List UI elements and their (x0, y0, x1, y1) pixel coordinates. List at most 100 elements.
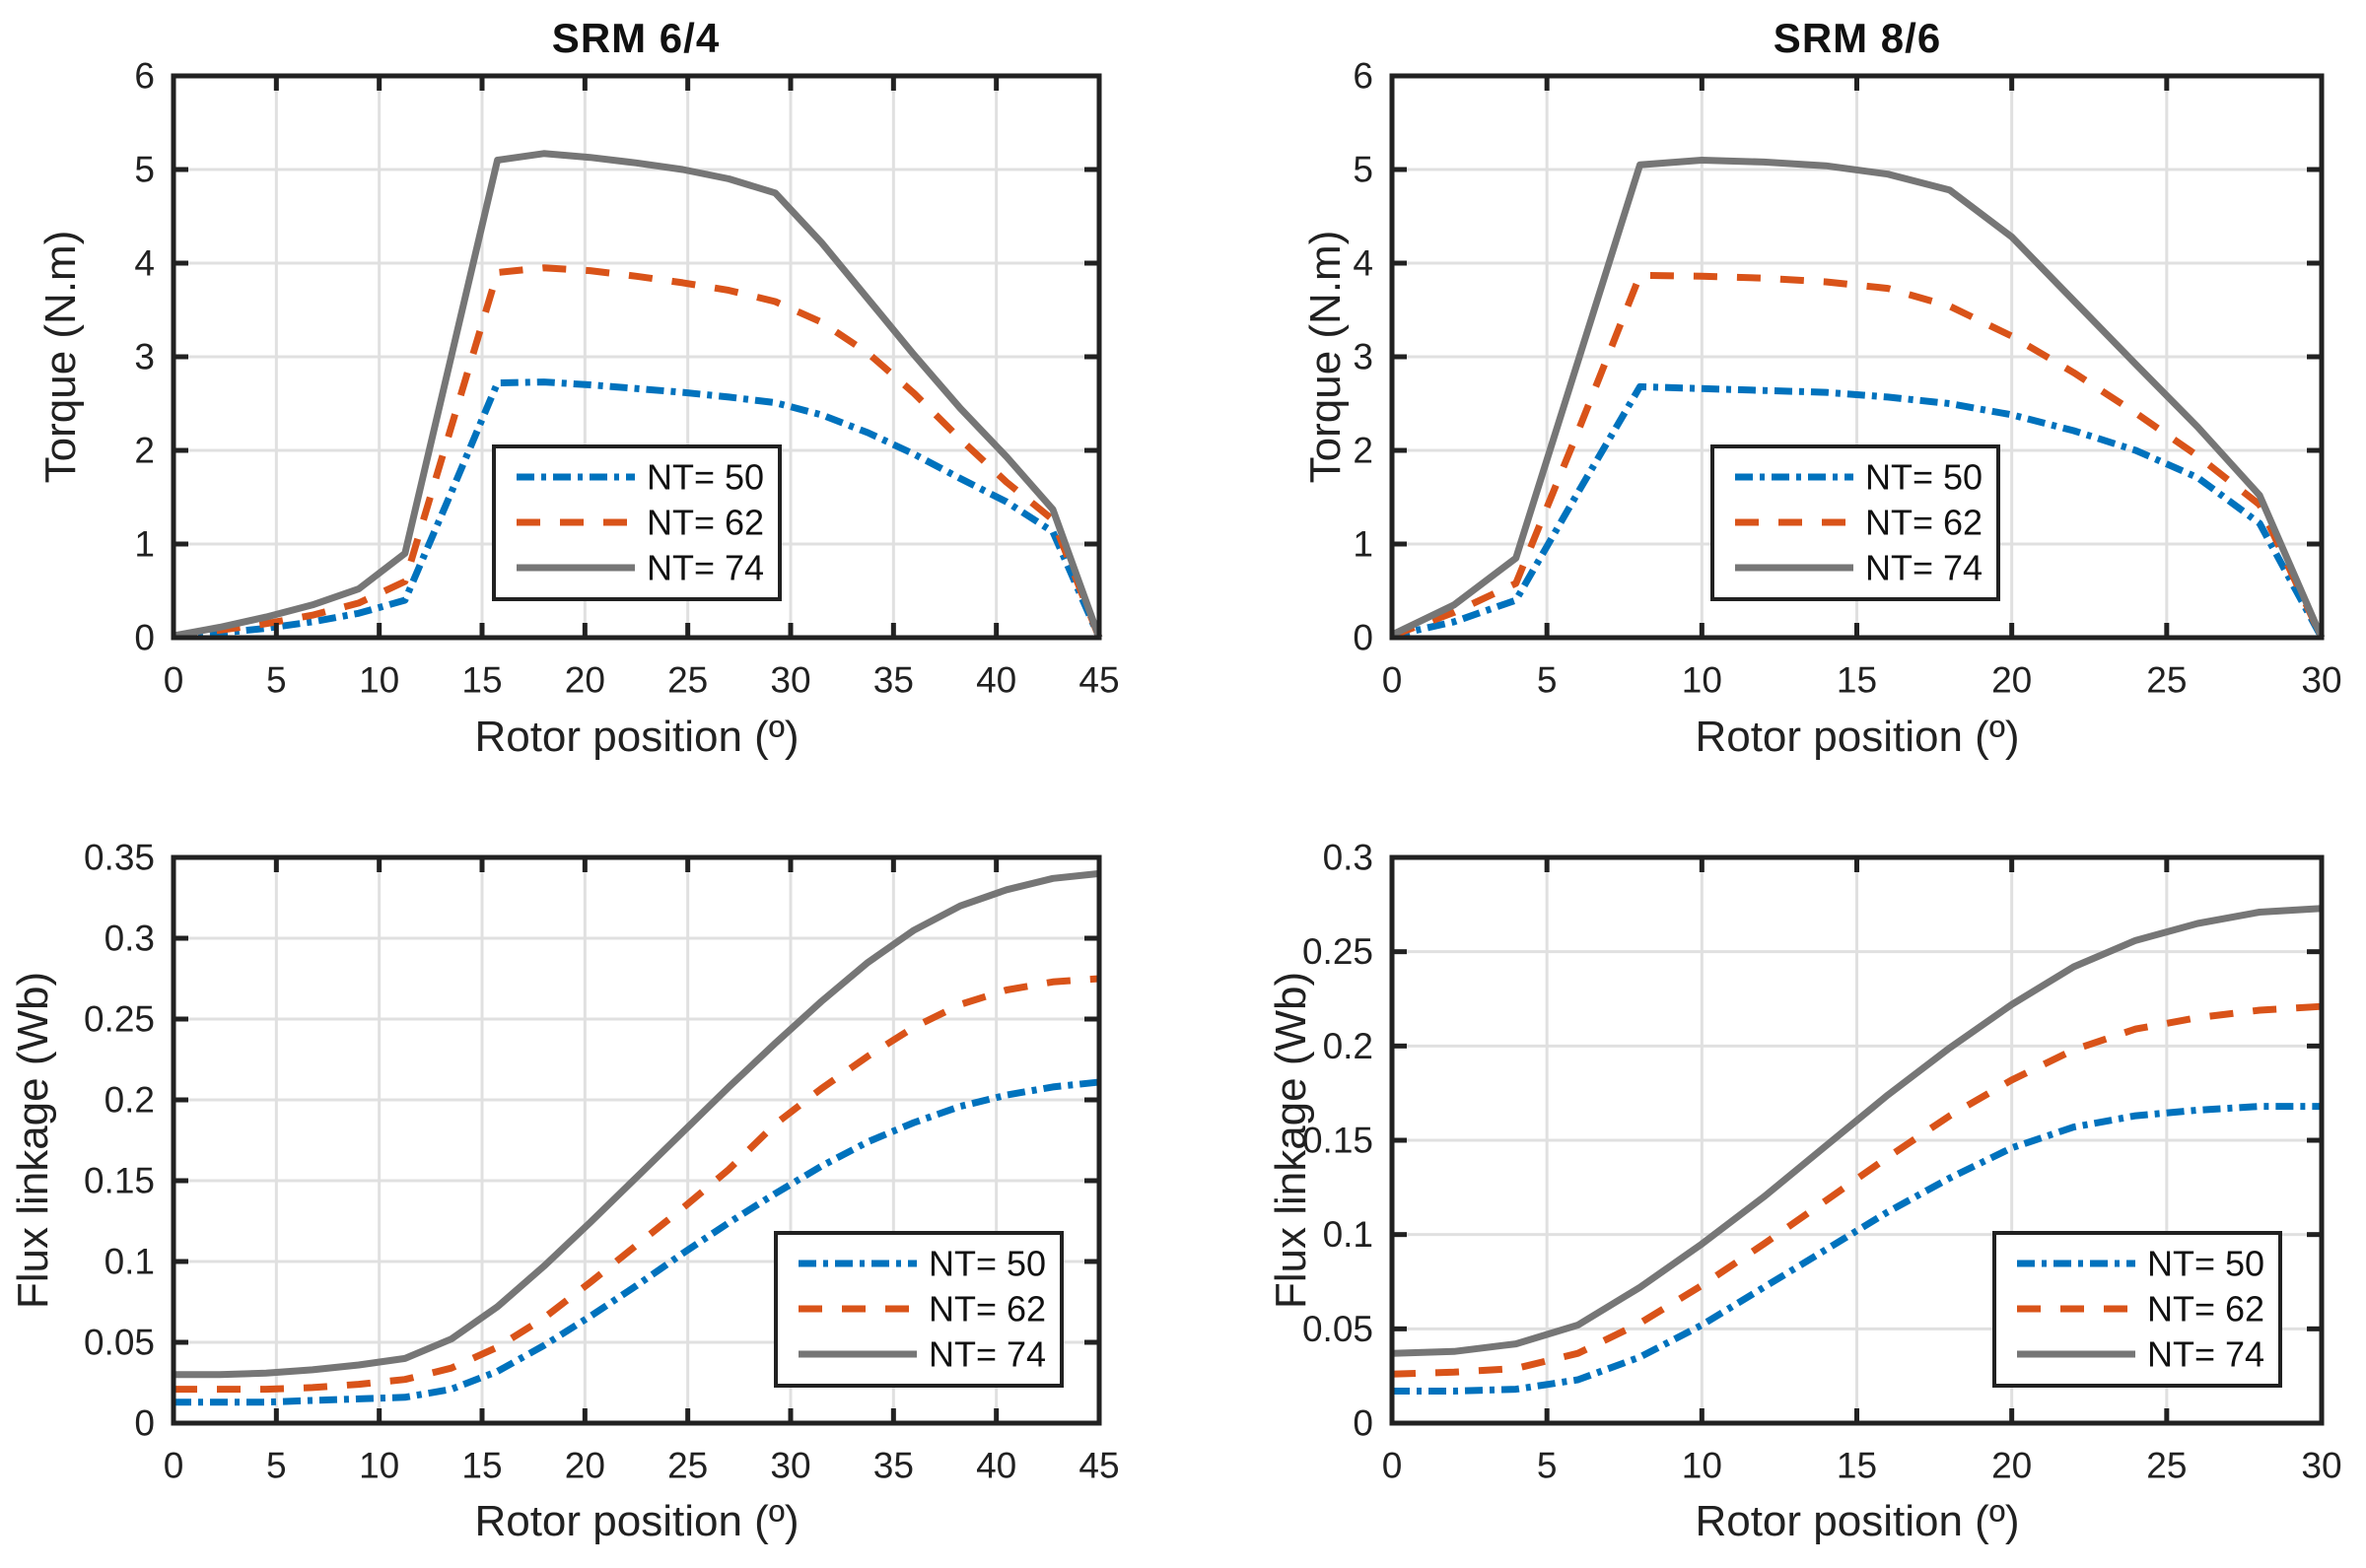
y-tick-label: 0.05 (1302, 1309, 1373, 1349)
legend-box (774, 1231, 1064, 1388)
x-tick-label: 35 (873, 1446, 914, 1486)
series-line-nt-74 (174, 869, 1100, 1379)
x-tick-label: 0 (1382, 660, 1403, 701)
axes-box (1389, 854, 2325, 1426)
axes-box (171, 73, 1102, 641)
x-tick-label: 25 (2146, 1446, 2187, 1486)
y-tick-label: 6 (134, 56, 155, 97)
y-tick-label: 1 (134, 524, 155, 565)
series-line-nt-74 (1390, 157, 2326, 640)
legend-label: NT= 74 (929, 1334, 1046, 1375)
x-tick-label: 15 (461, 1446, 502, 1486)
y-tick-label: 2 (134, 431, 155, 471)
axes-box (171, 854, 1102, 1426)
legend-label: NT= 74 (647, 548, 764, 588)
y-tick-label: 0.25 (1302, 931, 1373, 972)
y-tick-label: 3 (134, 337, 155, 377)
x-tick-label: 0 (164, 1446, 184, 1486)
series-line-nt-62 (174, 975, 1100, 1394)
x-tick-label: 25 (667, 1446, 708, 1486)
y-tick-label: 4 (1353, 243, 1373, 284)
x-axis-label-torque-srm-6-4: Rotor position (º) (474, 713, 800, 761)
y-axis-label-torque-srm-8-6: Torque (N.m) (1301, 230, 1350, 484)
x-tick-label: 20 (565, 660, 605, 701)
y-tick-label: 4 (134, 243, 155, 284)
y-axis-label-flux-srm-6-4: Flux linkage (Wb) (9, 971, 57, 1310)
x-axis-label-torque-srm-8-6: Rotor position (º) (1695, 713, 2020, 761)
legend-box (1992, 1231, 2282, 1388)
x-tick-label: 30 (2301, 1446, 2341, 1486)
legend-box (492, 444, 782, 601)
legend-label: NT= 74 (2147, 1334, 2264, 1375)
legend-box (1710, 444, 2000, 601)
series-line-nt-50 (1391, 382, 2326, 640)
x-tick-label: 0 (164, 660, 184, 701)
x-tick-label: 5 (266, 1446, 287, 1486)
axes-box (1389, 73, 2325, 641)
legend-label: NT= 62 (2147, 1289, 2264, 1329)
y-tick-label: 6 (1353, 56, 1373, 97)
plot-title-srm-6-4: SRM 6/4 (551, 15, 721, 61)
x-tick-label: 20 (1991, 660, 2032, 701)
plot-title-srm-8-6: SRM 8/6 (1773, 15, 1942, 61)
series-line-nt-74 (1391, 905, 2323, 1357)
x-tick-label: 30 (770, 660, 810, 701)
legend-label: NT= 50 (647, 457, 764, 498)
legend-label: NT= 74 (1865, 548, 1983, 588)
x-tick-label: 20 (565, 1446, 605, 1486)
y-tick-label: 0 (1353, 1403, 1373, 1444)
x-tick-label: 15 (1837, 660, 1877, 701)
legend-label: NT= 62 (1865, 503, 1983, 543)
y-tick-label: 0.3 (1323, 838, 1373, 878)
y-tick-label: 0.1 (1323, 1214, 1373, 1255)
y-tick-label: 0.1 (104, 1242, 155, 1282)
series-line-nt-50 (174, 1078, 1100, 1406)
x-tick-label: 25 (2146, 660, 2187, 701)
series-line-nt-62 (1391, 1002, 2323, 1378)
x-tick-label: 5 (1537, 660, 1558, 701)
x-axis-label-flux-srm-8-6: Rotor position (º) (1695, 1497, 2020, 1545)
x-tick-label: 25 (667, 660, 708, 701)
legend-label: NT= 50 (1865, 457, 1983, 498)
y-tick-label: 5 (1353, 150, 1373, 190)
y-tick-label: 5 (134, 150, 155, 190)
x-tick-label: 5 (1537, 1446, 1558, 1486)
x-tick-label: 45 (1079, 660, 1119, 701)
legend-label: NT= 50 (2147, 1244, 2264, 1284)
y-tick-label: 1 (1353, 524, 1373, 565)
x-axis-label-flux-srm-6-4: Rotor position (º) (474, 1497, 800, 1545)
x-tick-label: 30 (2301, 660, 2341, 701)
y-tick-label: 0.3 (104, 919, 155, 959)
x-tick-label: 10 (359, 660, 399, 701)
series-line-nt-50 (173, 378, 1103, 641)
legend-label: NT= 50 (929, 1244, 1046, 1284)
y-tick-label: 0.2 (1323, 1026, 1373, 1066)
x-tick-label: 15 (1837, 1446, 1877, 1486)
x-tick-label: 10 (1682, 1446, 1722, 1486)
y-axis-label-flux-srm-8-6: Flux linkage (Wb) (1267, 971, 1315, 1310)
legend-label: NT= 62 (929, 1289, 1046, 1329)
x-tick-label: 20 (1991, 1446, 2032, 1486)
series-line-nt-50 (1392, 1103, 2322, 1395)
y-tick-label: 0 (134, 1403, 155, 1444)
series-line-nt-62 (1390, 271, 2326, 640)
x-tick-label: 15 (461, 660, 502, 701)
y-tick-label: 0 (1353, 618, 1373, 658)
y-tick-label: 3 (1353, 337, 1373, 377)
x-tick-label: 40 (976, 660, 1016, 701)
y-tick-label: 0.2 (104, 1080, 155, 1121)
y-axis-label-torque-srm-6-4: Torque (N.m) (36, 230, 85, 484)
x-tick-label: 10 (1682, 660, 1722, 701)
x-tick-label: 40 (976, 1446, 1016, 1486)
y-tick-label: 0.25 (84, 999, 155, 1040)
y-tick-label: 0.05 (84, 1323, 155, 1363)
x-tick-label: 30 (770, 1446, 810, 1486)
y-tick-label: 0.35 (84, 838, 155, 878)
x-tick-label: 45 (1079, 1446, 1119, 1486)
y-tick-label: 0 (134, 618, 155, 658)
x-tick-label: 5 (266, 660, 287, 701)
